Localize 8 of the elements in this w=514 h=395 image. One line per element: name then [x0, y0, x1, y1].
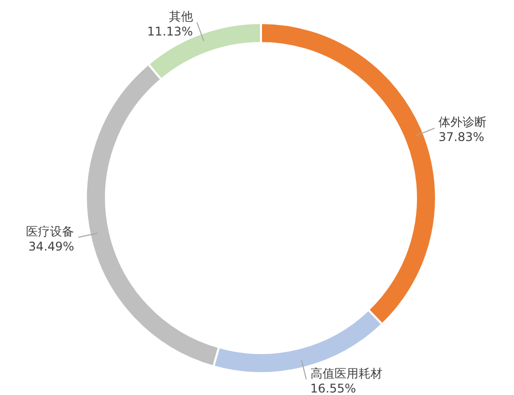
data-label: 37.83%: [438, 130, 484, 144]
slice-label: 医疗设备: [26, 224, 74, 238]
data-label: 16.55%: [310, 381, 356, 395]
data-label: 34.49%: [28, 239, 74, 254]
slice-label: 其他: [168, 9, 193, 24]
slice-label: 高值医用耗材: [310, 366, 382, 380]
slice-label: 体外诊断: [438, 115, 486, 130]
data-label: 11.13%: [147, 24, 193, 38]
